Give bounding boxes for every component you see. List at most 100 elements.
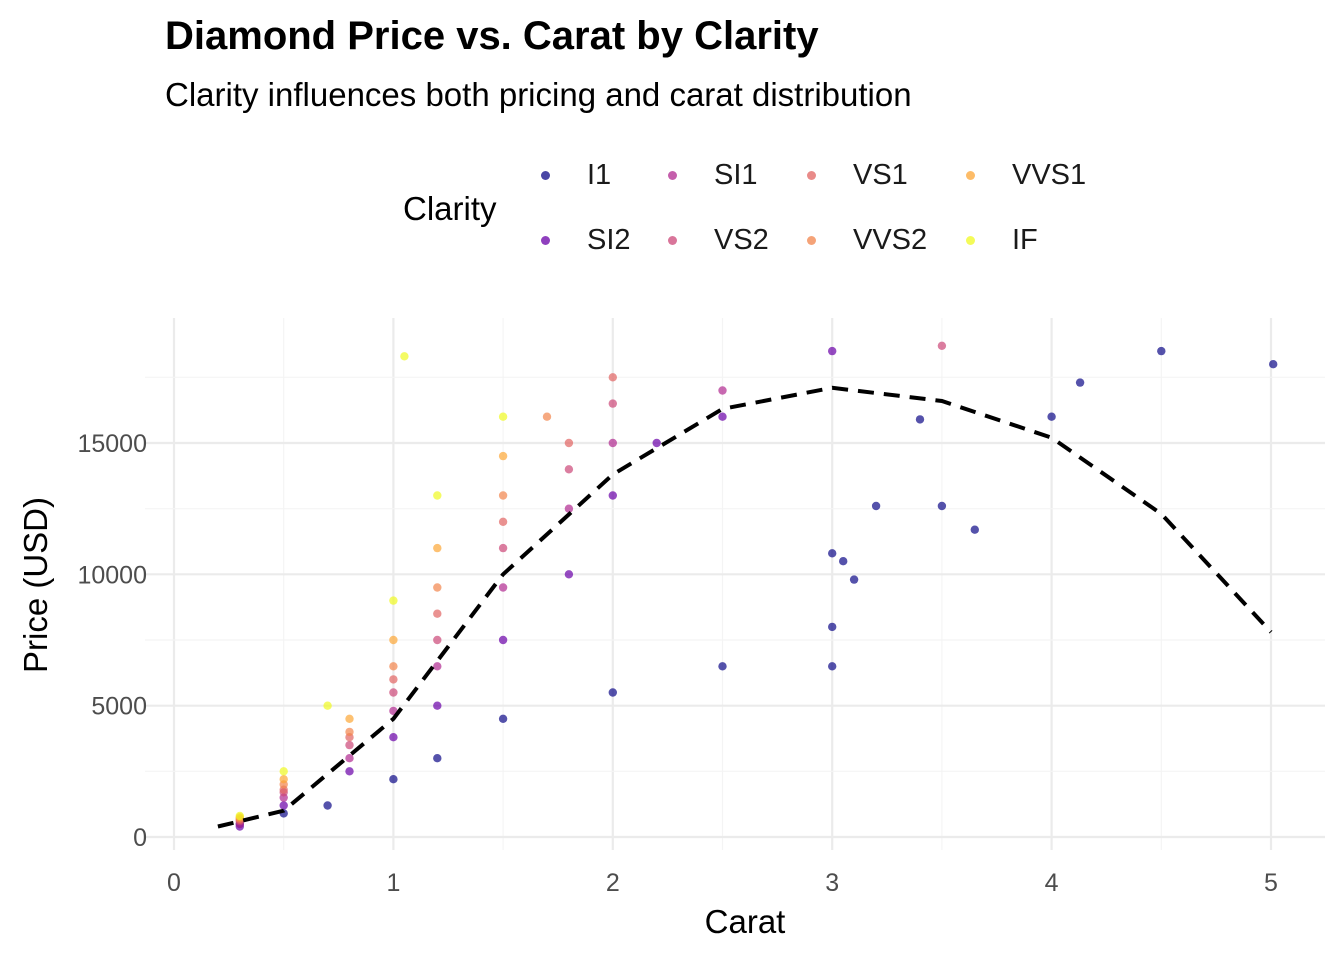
point-si2 [828,346,837,356]
point-i1 [839,557,848,566]
legend-swatch [966,235,975,245]
legend-item-i1: I1 [530,155,611,195]
point-i1 [828,549,837,558]
legend-label: VS2 [714,223,769,256]
point-si2 [652,438,661,448]
point-vvs2 [389,662,398,671]
point-if [323,701,332,710]
point-vs2 [498,543,508,553]
point-si1 [433,662,442,671]
point-si2 [498,635,508,645]
point-i1 [970,525,979,534]
point-i1 [498,714,508,723]
legend-swatch [966,170,975,180]
x-tick-label: 2 [606,869,620,897]
point-vvs2 [433,583,442,592]
point-vs2 [345,740,354,750]
point-if [400,352,409,361]
point-si2 [718,412,727,421]
point-vvs1 [345,714,354,723]
point-vs1 [564,438,574,448]
point-vs2 [389,688,398,697]
point-i1 [828,662,837,671]
point-vvs1 [433,543,442,553]
x-tick-label: 3 [825,869,839,897]
point-i1 [1075,378,1085,387]
point-si2 [608,491,617,500]
legend-swatch [541,170,550,180]
point-i1 [828,622,837,632]
point-vvs1 [279,775,288,784]
chart-subtitle: Clarity influences both pricing and cara… [165,76,912,113]
legend-label: SI1 [714,158,758,191]
point-vs1 [389,675,398,684]
point-i1 [323,801,332,810]
legend-label: I1 [587,158,612,191]
trend-line-group [217,385,1273,829]
x-tick-label: 5 [1264,869,1278,897]
point-if [235,811,244,821]
y-tick-label: 5000 [91,693,147,721]
point-i1 [937,501,947,511]
point-i1 [718,662,727,671]
point-if [279,767,288,776]
legend-swatch [668,235,677,245]
legend-title: Clarity [403,190,497,227]
y-axis-title: Price (USD) [17,497,54,673]
y-tick-label: 10000 [77,561,147,589]
x-tick-label: 4 [1045,869,1059,897]
legend-swatch [807,170,816,180]
point-if [389,596,398,605]
point-vvs2 [345,727,354,737]
point-if [498,412,508,421]
grid [145,318,1325,850]
point-i1 [1157,346,1166,356]
legend-item-if: IF [955,220,1038,260]
point-i1 [1269,360,1278,369]
point-si1 [345,754,354,763]
point-si1 [564,504,574,513]
legend-item-vs1: VS1 [796,155,908,195]
point-i1 [871,501,881,511]
legend-label: SI2 [587,223,631,256]
point-vs2 [937,341,947,350]
point-if [433,491,442,500]
point-si2 [564,570,574,579]
point-vvs2 [498,491,508,500]
legend-label: VVS2 [853,223,928,256]
legend-item-vvs2: VVS2 [796,220,927,260]
x-tick-label: 1 [386,869,400,897]
point-i1 [608,688,617,697]
chart-title: Diamond Price vs. Carat by Clarity [165,14,819,58]
point-i1 [389,775,398,784]
point-vvs2 [542,412,552,421]
point-i1 [1047,412,1056,421]
data-points [235,341,1278,831]
point-si2 [433,701,442,710]
legend-swatch [807,235,816,245]
y-tick-label: 15000 [77,430,147,458]
point-vs1 [608,373,617,382]
legend-item-vvs1: VVS1 [955,155,1086,195]
x-axis-title: Carat [705,903,786,940]
point-vs2 [564,465,574,474]
legend-swatch [541,235,550,245]
point-si1 [718,386,727,395]
legend-label: VVS1 [1012,158,1087,191]
point-vvs1 [389,635,398,645]
point-vs2 [433,635,442,645]
point-vs1 [498,517,508,526]
point-i1 [915,415,925,424]
point-vs1 [433,609,442,618]
point-i1 [849,575,859,584]
legend-item-vs2: VS2 [657,220,769,260]
point-si1 [608,438,617,448]
x-tick-label: 0 [167,869,181,897]
point-si1 [498,583,508,592]
point-vs2 [608,399,617,408]
legend-label: VS1 [853,158,908,191]
point-si2 [279,801,288,810]
legend-item-si1: SI1 [657,155,758,195]
point-si2 [389,733,398,742]
